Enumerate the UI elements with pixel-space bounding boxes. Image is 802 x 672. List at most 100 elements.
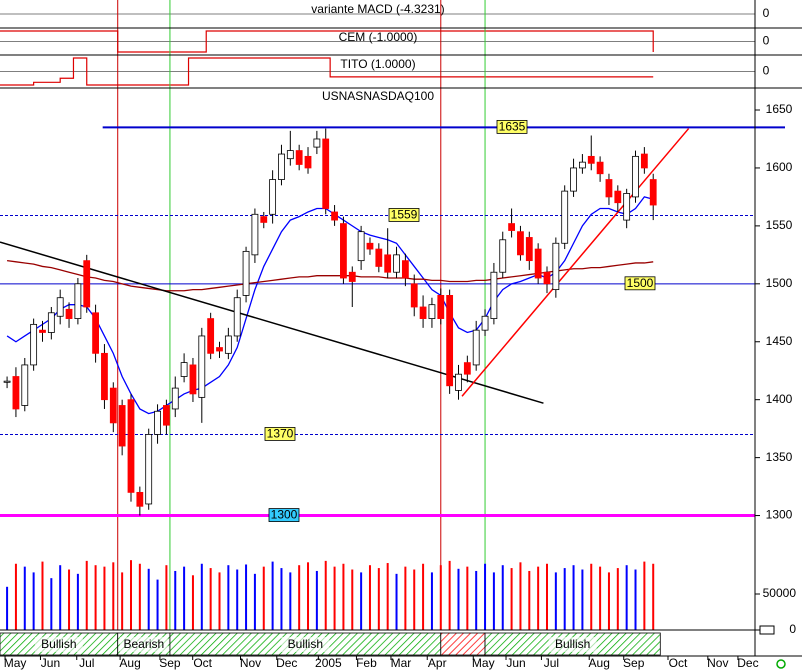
candle-body <box>171 387 179 410</box>
volume-bar <box>138 563 141 630</box>
scroll-icon[interactable] <box>759 625 775 635</box>
volume-bar <box>501 565 504 630</box>
candle-body <box>393 254 400 273</box>
candle-body <box>56 297 64 317</box>
indicator-label: variante MACD (-4.3231) <box>311 2 444 16</box>
candle-body <box>322 138 330 209</box>
volume-bar <box>129 560 132 630</box>
volume-bar <box>271 561 274 630</box>
level-label: 1500 <box>627 276 654 290</box>
candle-body <box>543 271 551 285</box>
candle-body <box>419 306 427 319</box>
indicator-line <box>0 57 654 86</box>
x-tick-label: Oct <box>669 656 688 670</box>
volume-bar <box>528 570 531 630</box>
volume-bar <box>422 563 425 630</box>
candle-body <box>207 318 215 354</box>
volume-bar <box>298 565 301 630</box>
candle-body <box>92 312 99 354</box>
candle-body <box>127 399 135 493</box>
volume-bar <box>23 566 26 630</box>
status-icon[interactable] <box>776 659 786 669</box>
candle-body <box>83 260 91 308</box>
volume-bar <box>324 560 327 630</box>
volume-bar <box>94 565 97 630</box>
volume-tick-label: 50000 <box>763 586 797 600</box>
volume-bar <box>191 575 194 630</box>
level-label-box <box>264 427 296 441</box>
candle-body <box>587 155 595 164</box>
candle-body <box>269 179 277 215</box>
volume-bar <box>121 572 124 630</box>
volume-bar <box>68 569 71 630</box>
volume-bar <box>590 563 593 630</box>
candle-body <box>286 150 294 160</box>
x-tick-label: Mar <box>391 656 412 670</box>
candle-body <box>596 161 604 175</box>
volume-bar <box>174 570 177 630</box>
candle-body <box>163 405 170 426</box>
regime-label: Bullish <box>288 637 323 651</box>
x-tick-label: Jun <box>41 656 60 670</box>
x-tick-label: Oct <box>193 656 212 670</box>
regime-segment <box>440 632 486 656</box>
x-tick-label: Jul <box>544 656 559 670</box>
candle-body <box>517 231 524 256</box>
volume-bar <box>14 563 17 630</box>
candle-body <box>357 231 365 262</box>
candle-body <box>233 297 241 337</box>
x-tick-label: Sep <box>623 656 645 670</box>
volume-bar <box>76 573 79 630</box>
candle-body <box>481 315 489 331</box>
candle-body <box>561 190 569 244</box>
volume-bar <box>245 564 248 630</box>
volume-bar <box>395 573 398 630</box>
candle-body <box>463 362 471 375</box>
candle-body <box>216 347 223 352</box>
volume-bar <box>112 562 115 630</box>
volume-bar <box>386 563 389 630</box>
x-tick-label: Sep <box>159 656 181 670</box>
y-tick-label: 1500 <box>766 276 793 290</box>
candle-body <box>74 283 82 319</box>
y-tick-label: 1300 <box>766 508 793 522</box>
volume-bar <box>147 568 150 630</box>
candle-body <box>189 364 197 395</box>
volume-bar <box>510 568 513 630</box>
volume-bar <box>607 572 610 630</box>
x-tick-label: Feb <box>356 656 377 670</box>
volume-bar <box>253 573 256 630</box>
level-label-box <box>388 208 420 222</box>
candle-body <box>437 295 445 319</box>
volume-bar <box>103 566 106 630</box>
candle-body <box>109 387 117 424</box>
indicator-tick-label: 0 <box>763 64 770 78</box>
candle-body <box>375 248 383 267</box>
volume-bar <box>457 568 460 630</box>
volume-tick-label: 0 <box>789 622 796 636</box>
volume-bar <box>227 565 230 630</box>
x-tick-label: Dec <box>737 656 758 670</box>
volume-bar <box>430 572 433 630</box>
instrument-label: USNASNASDAQ100 <box>322 89 434 103</box>
level-label-box <box>268 508 300 522</box>
candle-body <box>313 138 321 148</box>
level-label-box <box>496 119 528 134</box>
x-tick-label: Dec <box>276 656 297 670</box>
volume-bar <box>315 570 318 630</box>
volume-bar <box>545 563 548 630</box>
volume-bar <box>85 560 88 630</box>
candle-body <box>154 410 161 435</box>
y-tick-label: 1650 <box>766 102 793 116</box>
candle-body <box>145 434 153 505</box>
volume-bar <box>333 566 336 630</box>
volume-bar <box>572 565 575 630</box>
trendline <box>461 128 690 397</box>
candle-body <box>21 364 29 406</box>
regime-label: Bullish <box>555 637 590 651</box>
volume-bar <box>368 565 371 630</box>
volume-bar <box>32 572 35 630</box>
regime-label-bg <box>34 637 83 652</box>
x-tick-label: Aug <box>589 656 610 670</box>
